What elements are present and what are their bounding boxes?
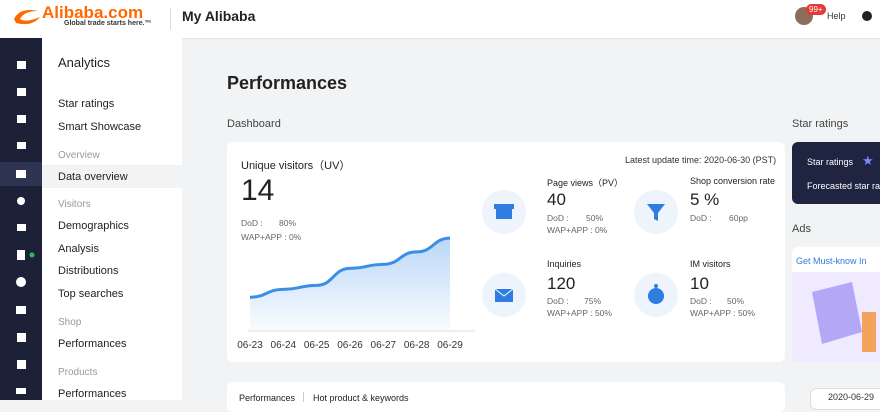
menu-sidebar: [42, 38, 182, 400]
dod-value: 75%: [584, 296, 602, 306]
icon-sidebar: [0, 38, 42, 400]
dod-label: DoD :: [547, 213, 569, 223]
menu-item[interactable]: Distributions: [58, 265, 119, 277]
badge: 99+: [806, 4, 826, 15]
chat-icon: [634, 273, 678, 317]
dod-value: 60pp: [729, 213, 748, 223]
menu-heading: Overview: [58, 150, 100, 161]
x-tick-label: 06-24: [271, 340, 297, 351]
menu-item[interactable]: Demographics: [58, 220, 129, 232]
metric-label: IM visitors: [690, 259, 731, 269]
x-tick-label: 06-27: [371, 340, 397, 351]
dod-value: 50%: [727, 296, 745, 306]
divider: [170, 8, 171, 30]
dod-label: DoD :: [547, 296, 569, 306]
bottom-card: [227, 382, 785, 412]
tab[interactable]: Hot product & keywords: [313, 393, 409, 403]
section-label: Star ratings: [792, 118, 849, 130]
sidebar-title: Analytics: [58, 55, 111, 70]
line: [249, 236, 451, 299]
section-label: Dashboard: [227, 118, 281, 130]
uv-value: 14: [241, 174, 275, 207]
active-item-bg: [42, 165, 182, 188]
menu-heading: Shop: [58, 317, 82, 328]
menu-item[interactable]: Top searches: [58, 288, 124, 300]
wap-value: WAP+APP : 0%: [241, 232, 302, 242]
shop-icon: [482, 190, 526, 234]
tab[interactable]: Performances: [239, 393, 296, 403]
menu-item[interactable]: Performances: [58, 338, 127, 350]
dod-label: DoD :: [690, 213, 712, 223]
help[interactable]: Help: [827, 11, 846, 21]
dod-label: DoD :: [241, 218, 263, 228]
header-title: My Alibaba: [182, 8, 256, 24]
menu-item[interactable]: Smart Showcase: [58, 121, 142, 133]
menu-heading: Visitors: [58, 199, 91, 210]
menu-item[interactable]: Data overview: [58, 171, 128, 183]
uv-chart: 06-23 06-24 06-25 06-26 06-27 06-28 06-29: [237, 236, 475, 351]
logo[interactable]: Alibaba.com: [42, 3, 144, 22]
x-tick-label: 06-29: [437, 340, 463, 351]
wap-value: WAP+APP : 50%: [690, 308, 755, 318]
star-label: Star ratings: [807, 157, 854, 167]
wap-value: WAP+APP : 50%: [547, 308, 612, 318]
x-tick-label: 06-26: [337, 340, 363, 351]
logo-icon: [14, 10, 40, 25]
x-tick-label: 06-28: [404, 340, 430, 351]
menu-heading: Products: [58, 367, 98, 378]
date-value: 2020-06-29: [828, 392, 875, 402]
top-bar: [0, 0, 880, 39]
dod-value: 80%: [279, 218, 297, 228]
bell-icon[interactable]: [862, 11, 872, 21]
divider: [303, 392, 304, 402]
section-label: Ads: [792, 223, 811, 235]
uv-label: Unique visitors（UV）: [241, 160, 351, 172]
metric-value: 5 %: [690, 190, 720, 209]
metric-label: Shop conversion rate: [690, 176, 776, 186]
dod-value: 50%: [586, 213, 604, 223]
wap-value: WAP+APP : 0%: [547, 225, 608, 235]
mail-icon: [482, 273, 526, 317]
menu-item[interactable]: Star ratings: [58, 98, 115, 110]
forecast-label: Forecasted star rat: [807, 181, 880, 191]
menu-item[interactable]: Analysis: [58, 243, 99, 255]
metric-label: Inquiries: [547, 259, 582, 269]
star-icon: ★: [862, 153, 874, 168]
dod-label: DoD :: [690, 296, 712, 306]
tagline: Global trade starts here.™: [64, 20, 152, 27]
metric-value: 10: [690, 274, 709, 293]
page-title: Performances: [227, 73, 348, 93]
area: [250, 238, 450, 330]
star-card: [792, 142, 880, 204]
ad-link[interactable]: Get Must-know In: [796, 256, 867, 266]
ad-image: [792, 272, 880, 362]
menu-item[interactable]: Performances: [58, 388, 127, 400]
funnel-icon: [634, 190, 678, 234]
metric-value: 40: [547, 190, 566, 209]
metric-value: 120: [547, 274, 576, 293]
x-tick-label: 06-25: [304, 340, 330, 351]
update-time: Latest update time: 2020-06-30 (PST): [625, 155, 777, 165]
x-tick-label: 06-23: [237, 340, 263, 351]
metric-label: Page views（PV）: [547, 178, 624, 188]
